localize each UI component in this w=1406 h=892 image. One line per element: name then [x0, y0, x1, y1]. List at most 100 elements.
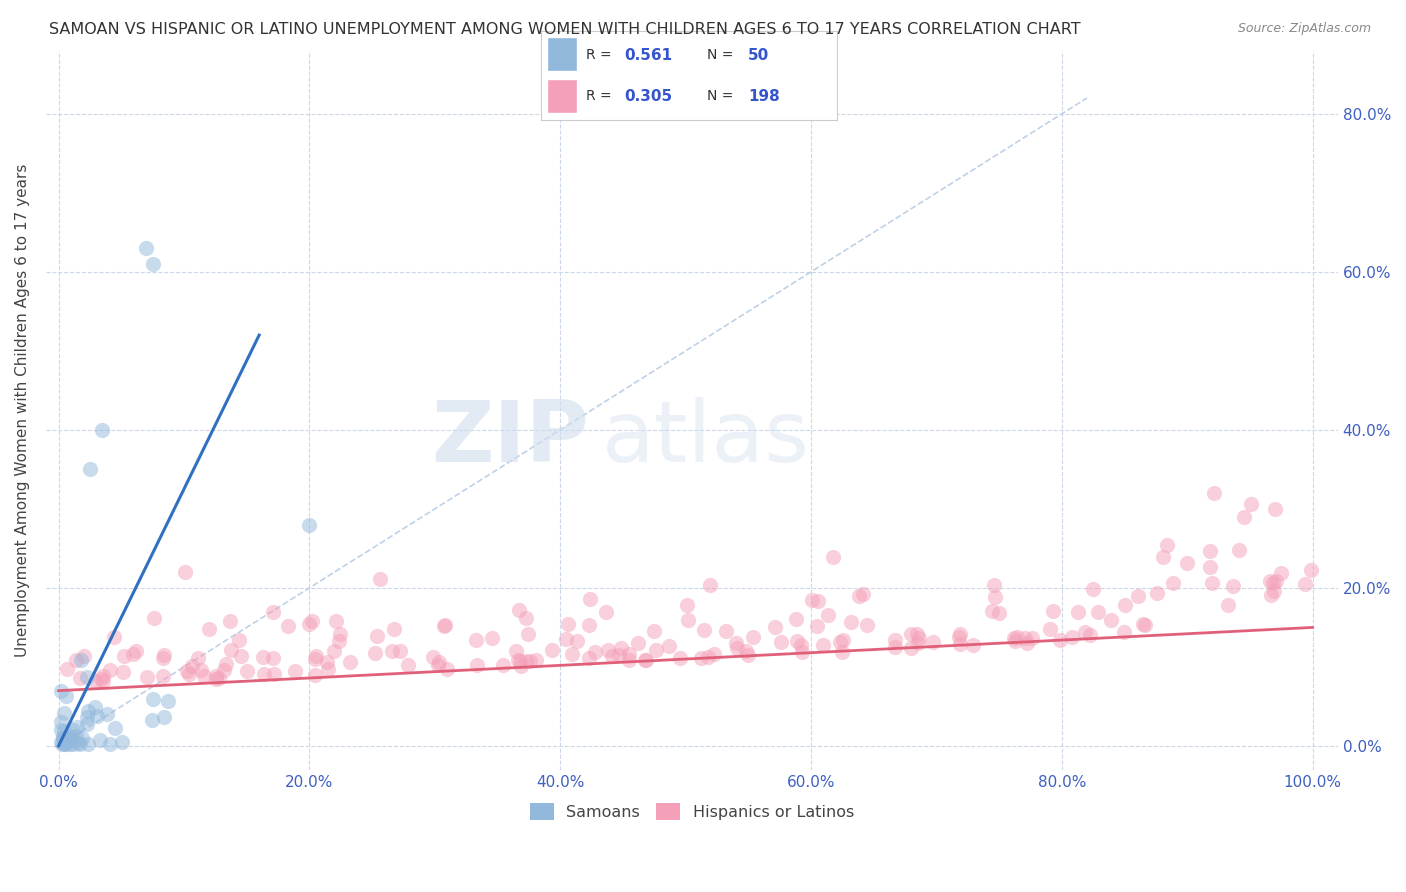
Point — [1201, 576, 1223, 591]
Point — [91, 674, 114, 689]
Point — [193, 668, 215, 682]
Point — [817, 608, 839, 623]
Point — [339, 656, 361, 670]
Point — [228, 632, 250, 647]
Point — [1227, 543, 1250, 558]
Point — [689, 650, 711, 665]
Point — [1263, 583, 1285, 598]
Point — [152, 669, 174, 683]
Point — [59, 737, 82, 751]
Point — [433, 618, 456, 632]
Point — [790, 645, 813, 659]
Point — [1087, 605, 1109, 619]
Point — [58, 732, 80, 747]
Point — [801, 593, 824, 607]
Point — [554, 632, 576, 647]
Point — [790, 638, 813, 652]
Point — [852, 587, 875, 601]
Point — [1233, 510, 1256, 524]
Point — [91, 669, 114, 683]
Point — [724, 636, 747, 650]
Point — [541, 643, 564, 657]
Point — [69, 737, 91, 751]
Point — [305, 649, 328, 664]
Point — [142, 257, 165, 271]
Point — [52, 731, 75, 746]
Point — [561, 647, 583, 661]
Point — [76, 710, 98, 724]
Point — [79, 462, 101, 476]
Point — [62, 737, 84, 751]
Point — [298, 617, 321, 632]
Point — [70, 653, 93, 667]
Point — [51, 737, 73, 751]
Point — [328, 634, 350, 648]
Point — [180, 659, 202, 673]
Point — [697, 650, 720, 665]
Point — [252, 649, 274, 664]
Point — [121, 648, 143, 662]
Point — [607, 648, 630, 662]
Point — [329, 627, 352, 641]
Point — [627, 636, 650, 650]
Text: 50: 50 — [748, 48, 769, 62]
Bar — [547, 79, 576, 113]
Point — [70, 731, 93, 746]
Point — [1073, 625, 1095, 640]
Point — [831, 632, 853, 647]
Point — [524, 653, 547, 667]
Point — [53, 734, 76, 748]
Point — [1133, 618, 1156, 632]
Point — [742, 631, 765, 645]
Point — [205, 672, 228, 686]
Point — [53, 737, 76, 751]
Text: R =: R = — [586, 89, 612, 103]
Point — [1198, 544, 1220, 558]
Point — [481, 631, 503, 645]
Point — [699, 578, 721, 592]
Point — [884, 640, 907, 654]
Point — [465, 658, 488, 673]
Point — [253, 667, 276, 681]
Point — [703, 647, 725, 661]
Point — [595, 605, 617, 619]
Point — [848, 589, 870, 603]
Y-axis label: Unemployment Among Women with Children Ages 6 to 17 years: Unemployment Among Women with Children A… — [15, 163, 30, 657]
Point — [364, 646, 387, 660]
Point — [1015, 636, 1038, 650]
Point — [948, 630, 970, 644]
Point — [506, 653, 529, 667]
Text: 198: 198 — [748, 89, 780, 103]
Point — [515, 654, 537, 668]
Point — [907, 636, 929, 650]
Point — [585, 645, 607, 659]
Point — [49, 723, 72, 738]
Point — [86, 709, 108, 723]
Point — [422, 650, 444, 665]
Point — [1042, 603, 1064, 617]
Point — [231, 649, 253, 664]
Point — [58, 732, 80, 747]
Point — [72, 649, 94, 664]
Point — [617, 647, 640, 661]
Point — [693, 623, 716, 637]
Point — [987, 606, 1010, 620]
Point — [66, 720, 89, 734]
Point — [983, 577, 1005, 591]
Point — [53, 706, 76, 720]
Bar — [547, 37, 576, 71]
Point — [1112, 625, 1135, 640]
Point — [578, 650, 600, 665]
Point — [1264, 502, 1286, 516]
Point — [578, 617, 600, 632]
Point — [62, 723, 84, 738]
Point — [110, 735, 132, 749]
Point — [509, 658, 531, 673]
Point — [1177, 557, 1199, 571]
Point — [49, 714, 72, 729]
Point — [962, 638, 984, 652]
Point — [1081, 582, 1104, 596]
Point — [389, 644, 412, 658]
Point — [1270, 566, 1292, 580]
Point — [112, 649, 135, 664]
